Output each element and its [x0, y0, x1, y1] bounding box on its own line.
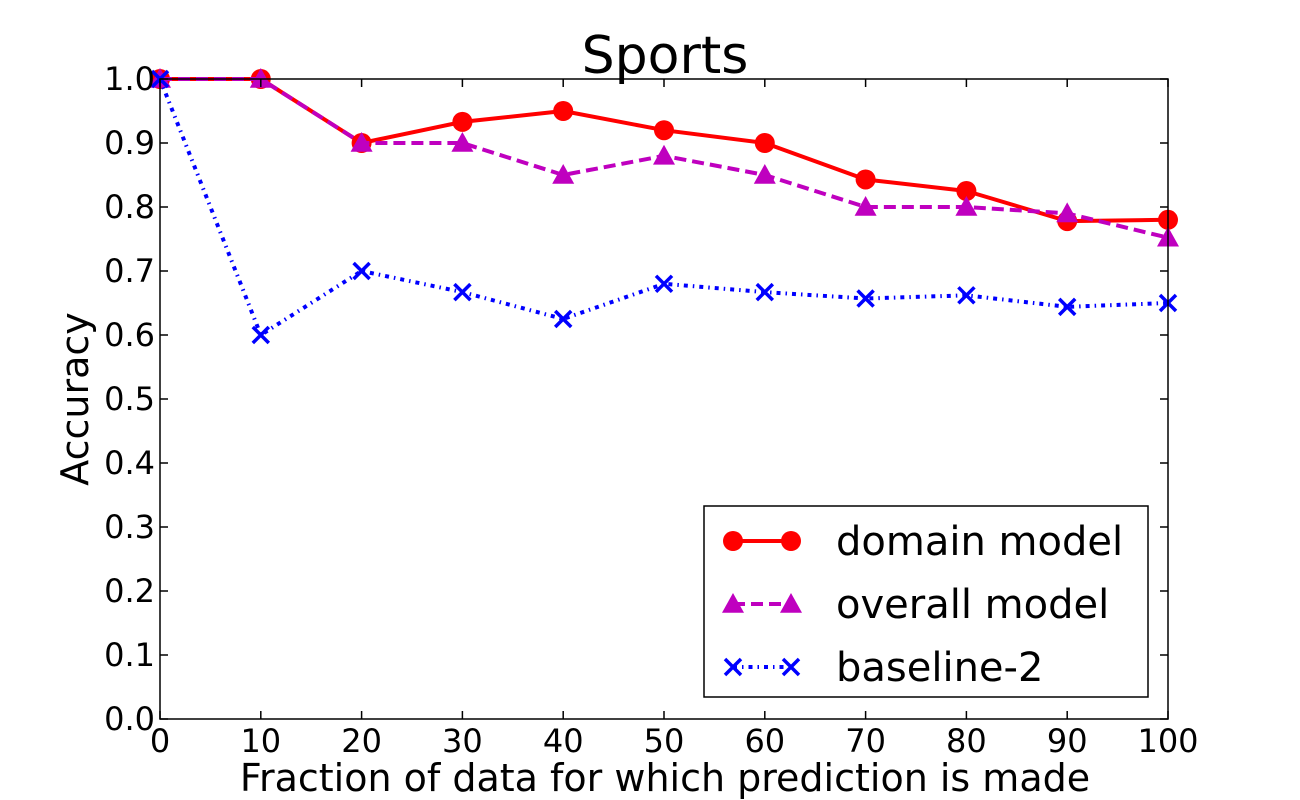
legend-item-overall-model: overall model [722, 582, 1109, 628]
y-tick-label: 0.8 [104, 188, 155, 226]
plot-area [149, 68, 1179, 345]
y-tick-label: 0.6 [104, 316, 155, 354]
x-tick-label: 70 [845, 722, 886, 760]
data-point-domain-model [654, 120, 674, 141]
y-tick-label: 0.1 [104, 636, 155, 674]
legend-marker [723, 531, 743, 551]
data-point-domain-model [452, 111, 473, 132]
x-axis: 0 10 20 30 40 50 60 70 80 90 100 [150, 79, 1199, 760]
data-point-baseline-2 [755, 282, 775, 302]
data-point-overall-model [350, 132, 373, 152]
legend: domain model overall model baseline-2 [703, 505, 1149, 698]
data-point-overall-model [653, 144, 675, 165]
data-point-overall-model [854, 196, 877, 216]
data-point-baseline-2 [251, 325, 271, 345]
data-point-baseline-2 [1057, 297, 1077, 317]
series-domain-model [150, 69, 1178, 232]
legend-marker [780, 593, 802, 613]
x-tick-label: 10 [240, 722, 281, 760]
y-tick-label: 0.7 [104, 252, 155, 290]
x-tick-label: 40 [543, 722, 584, 760]
x-tick-label: 0 [150, 722, 170, 760]
data-point-overall-model [552, 164, 575, 184]
legend-marker [781, 657, 801, 677]
data-point-baseline-2 [453, 282, 472, 302]
data-point-overall-model [753, 164, 776, 184]
data-point-domain-model [855, 169, 876, 190]
data-point-baseline-2 [654, 274, 674, 294]
series-overall-model [149, 68, 1179, 247]
x-tick-label: 20 [341, 722, 382, 760]
x-tick-label: 60 [744, 722, 785, 760]
y-tick-label: 0.9 [104, 124, 155, 162]
legend-label: domain model [836, 519, 1123, 565]
data-point-overall-model [955, 196, 978, 216]
y-tick-label: 0.5 [104, 380, 155, 418]
y-tick-label: 0.0 [104, 700, 155, 738]
y-axis: 0.0 0.1 0.2 0.3 0.4 0.5 0.6 0.7 0.8 0.9 1.0 [104, 60, 1168, 738]
x-tick-label: 50 [644, 722, 685, 760]
data-point-baseline-2 [957, 286, 976, 305]
legend-item-baseline-2: baseline-2 [723, 645, 1043, 691]
x-tick-label: 100 [1137, 722, 1198, 760]
y-tick-label: 0.4 [104, 444, 155, 482]
x-tick-label: 90 [1047, 722, 1088, 760]
x-axis-label: Fraction of data for which prediction is… [240, 756, 1090, 800]
data-point-overall-model [1056, 202, 1079, 223]
chart-title: Sports [582, 26, 749, 86]
data-point-overall-model [451, 132, 474, 152]
data-point-domain-model [754, 133, 775, 153]
data-point-baseline-2 [352, 261, 371, 281]
legend-marker [723, 657, 743, 677]
data-point-domain-model [956, 181, 977, 201]
legend-label: overall model [836, 582, 1109, 628]
data-point-baseline-2 [553, 309, 573, 329]
data-point-domain-model [553, 101, 574, 121]
y-tick-label: 1.0 [104, 60, 155, 98]
x-tick-label: 30 [442, 722, 483, 760]
data-point-overall-model [249, 68, 272, 88]
legend-item-domain-model: domain model [723, 519, 1123, 565]
legend-marker [781, 531, 801, 551]
y-axis-label: Accuracy [53, 312, 97, 486]
legend-marker [722, 593, 744, 613]
y-tick-label: 0.3 [104, 508, 155, 546]
x-tick-label: 80 [946, 722, 987, 760]
y-tick-label: 0.2 [104, 572, 155, 610]
legend-label: baseline-2 [836, 645, 1043, 691]
legend-box [703, 505, 1149, 698]
data-point-baseline-2 [856, 289, 875, 308]
